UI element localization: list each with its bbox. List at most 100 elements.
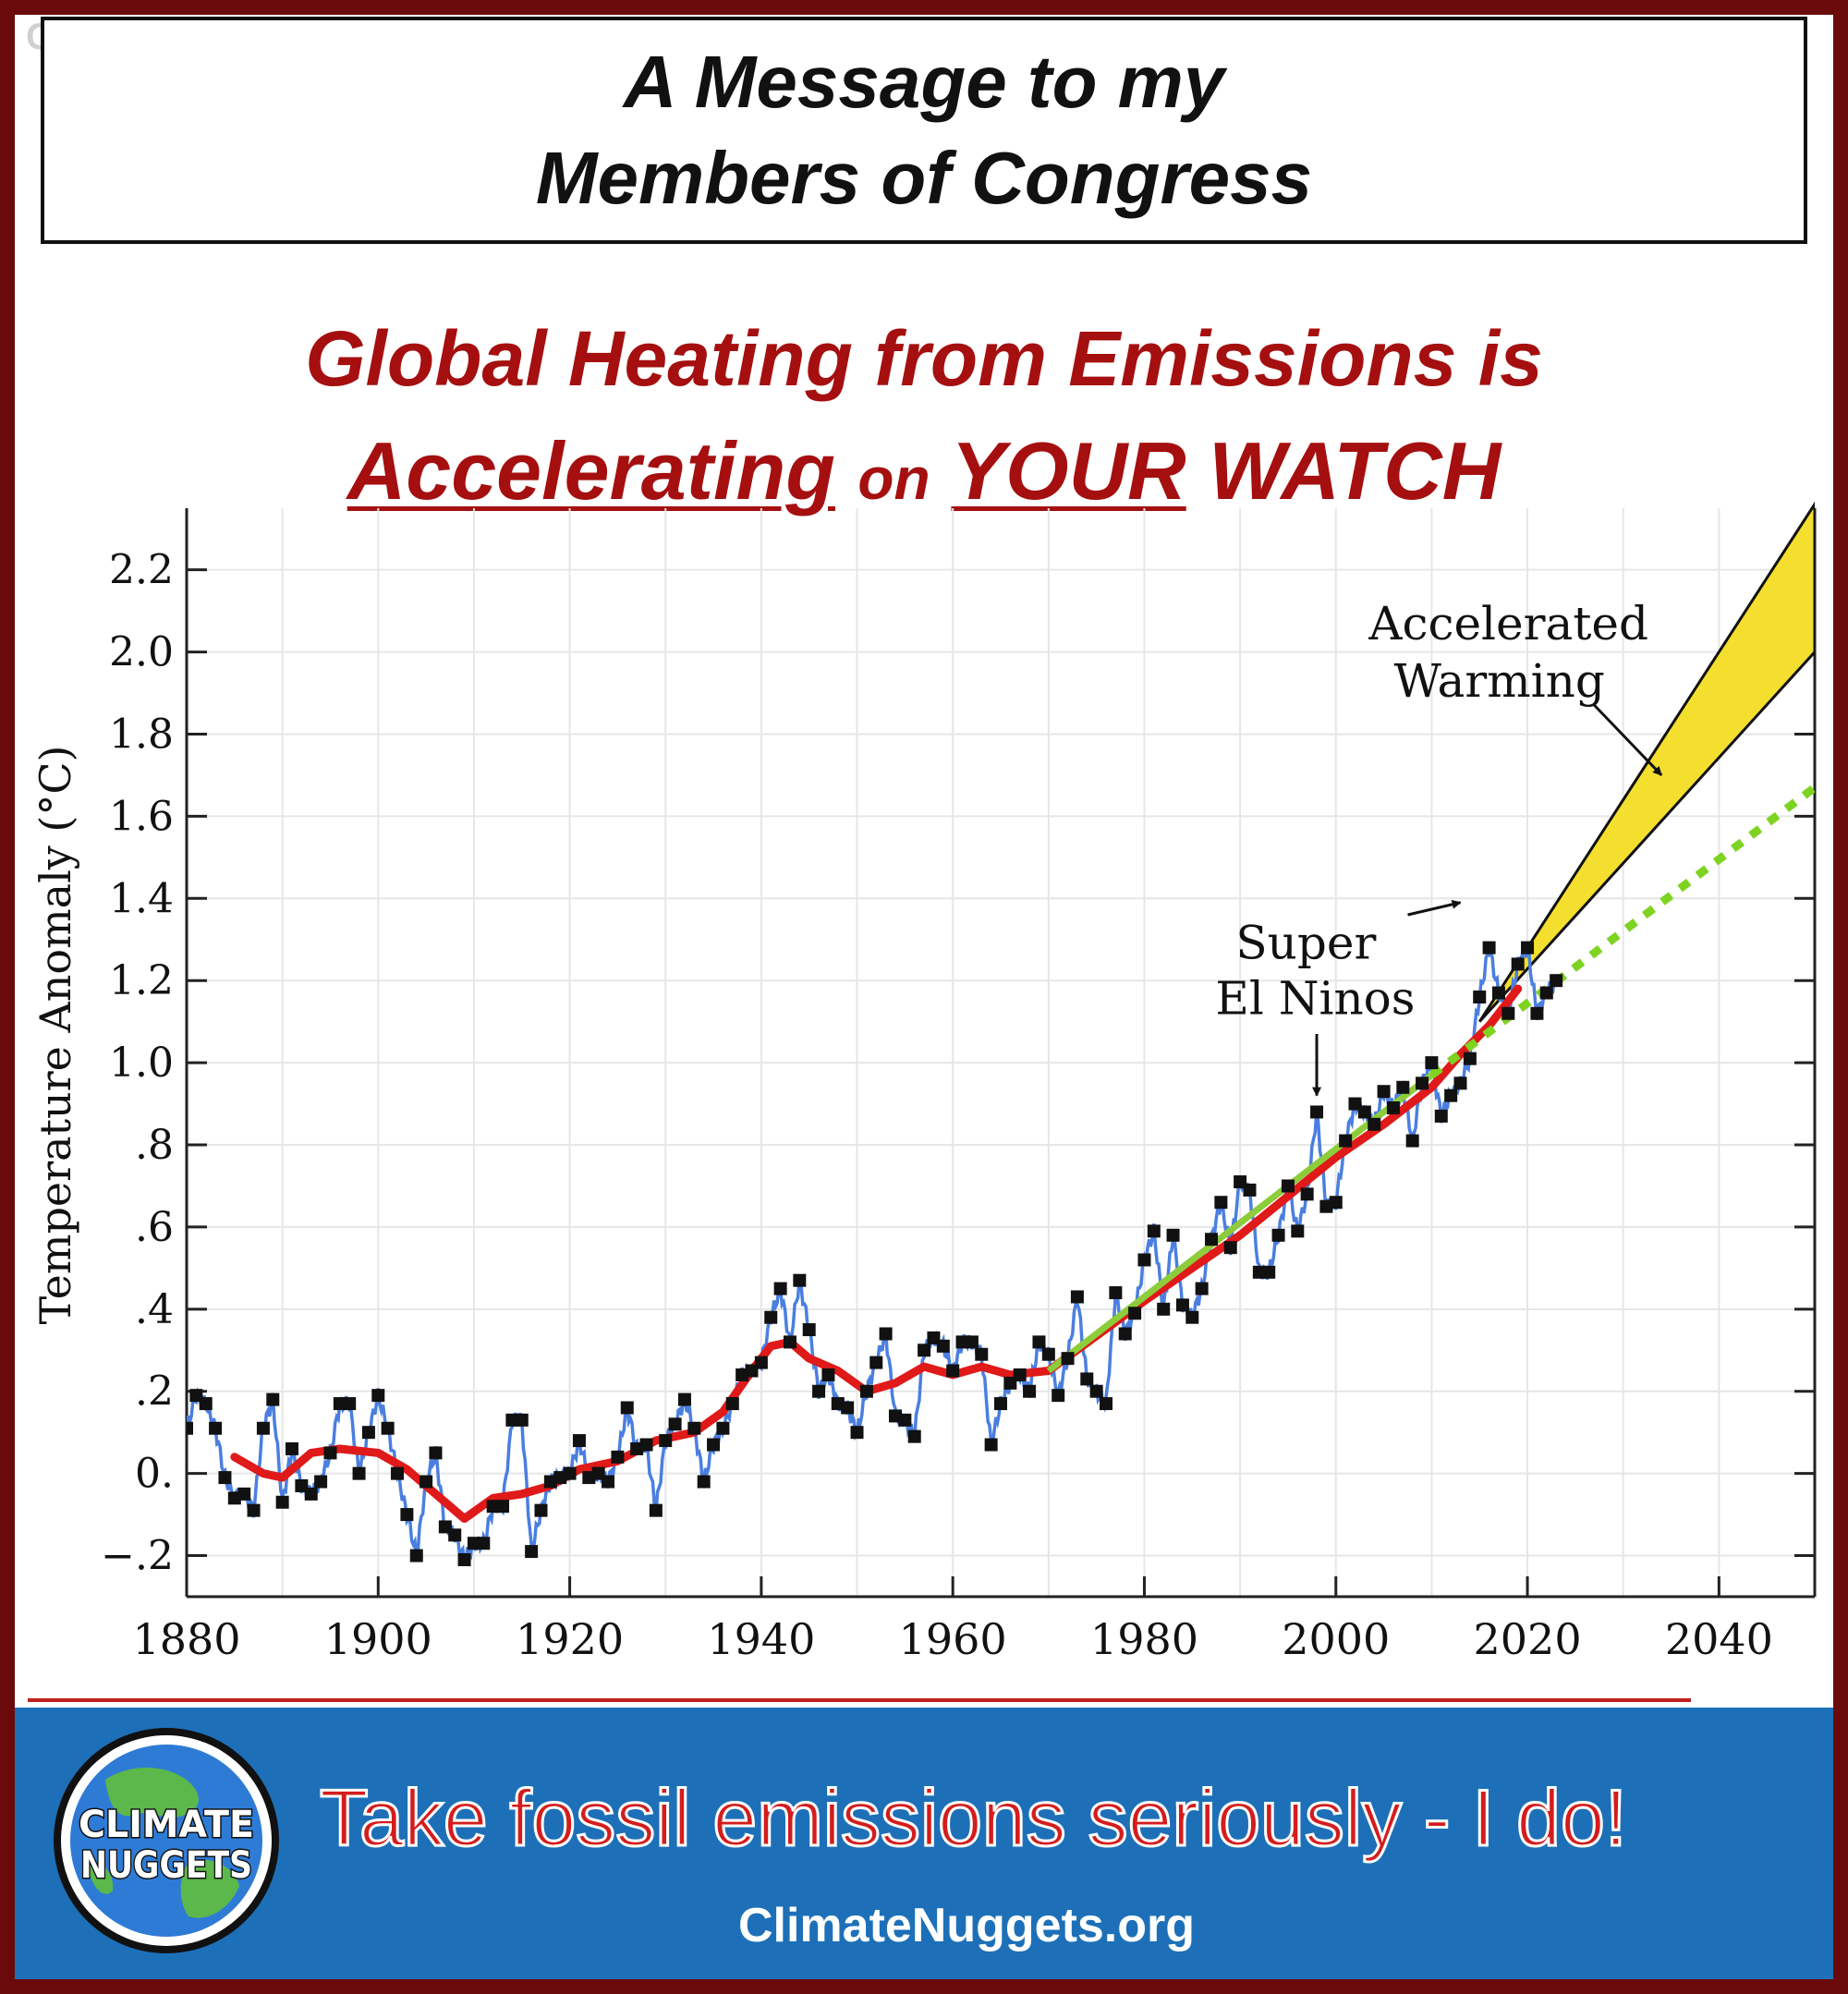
annual-data-point xyxy=(1530,1006,1544,1020)
headline-accelerating: Accelerating xyxy=(346,425,835,517)
annual-data-point xyxy=(1080,1372,1094,1386)
message-line-2: Members of Congress xyxy=(535,137,1313,219)
site-url[interactable]: ClimateNuggets.org xyxy=(737,1899,1196,1952)
annual-data-point xyxy=(1109,1286,1123,1300)
y-tick-label: 1.0 xyxy=(109,1040,174,1087)
y-tick-label: .8 xyxy=(135,1122,174,1169)
annual-data-point xyxy=(1377,1085,1391,1099)
annual-data-point xyxy=(1243,1183,1257,1197)
annual-data-point xyxy=(1521,941,1535,954)
headline-on: on xyxy=(857,445,930,512)
y-tick-label: −.2 xyxy=(101,1533,174,1580)
annual-data-point xyxy=(1205,1233,1219,1246)
annual-data-point xyxy=(247,1503,261,1517)
annual-data-point xyxy=(448,1528,462,1542)
x-tick-label: 1900 xyxy=(324,1614,432,1664)
annual-data-point xyxy=(1300,1187,1314,1201)
annual-data-point xyxy=(1118,1327,1132,1341)
annual-data-point xyxy=(1310,1105,1324,1119)
annual-data-point xyxy=(1089,1384,1103,1398)
footer-divider xyxy=(28,1698,1691,1702)
annual-data-point xyxy=(1502,1006,1515,1020)
annual-data-point xyxy=(1013,1368,1027,1381)
annual-data-point xyxy=(754,1356,768,1369)
annual-data-point xyxy=(1368,1117,1381,1131)
annual-data-point xyxy=(237,1487,251,1501)
annual-data-point xyxy=(1214,1196,1228,1210)
annual-data-point xyxy=(1339,1134,1353,1148)
x-tick-label: 1940 xyxy=(707,1614,815,1664)
annual-data-point xyxy=(1041,1347,1055,1361)
annual-data-point xyxy=(1550,974,1563,988)
annual-data-point xyxy=(381,1421,395,1435)
annual-data-point xyxy=(409,1549,423,1562)
annual-data-point xyxy=(266,1392,280,1406)
annual-data-point xyxy=(936,1339,950,1353)
annual-data-point xyxy=(802,1323,816,1337)
y-tick-label: .2 xyxy=(135,1368,174,1416)
axes: −.2 0. .2 .4 .6 .8 1.0 1.2 1.4 1.6 1.8 2.0 2.2 1880 19… xyxy=(101,508,1817,1664)
annotation-super: Super xyxy=(1235,917,1376,970)
annual-data-point xyxy=(1128,1307,1142,1320)
annual-data-point xyxy=(352,1466,366,1480)
annual-data-point xyxy=(323,1446,337,1460)
x-tick-label: 2040 xyxy=(1665,1614,1773,1664)
annual-data-point xyxy=(1329,1196,1343,1210)
message-line-1: A Message to my xyxy=(623,41,1225,123)
logo-text-bottom: NUGGETS xyxy=(80,1844,252,1887)
annual-data-point xyxy=(1100,1397,1113,1411)
annual-data-point xyxy=(1473,990,1487,1003)
y-tick-label: .4 xyxy=(135,1286,174,1333)
annual-data-point xyxy=(1453,1076,1467,1090)
annual-data-point xyxy=(199,1397,213,1411)
logo-text-top: CLIMATE xyxy=(79,1804,254,1846)
annual-data-point xyxy=(984,1438,998,1452)
annual-data-point xyxy=(994,1397,1007,1411)
annual-data-point xyxy=(965,1335,979,1349)
annual-data-point xyxy=(1147,1224,1161,1238)
accelerated-warming-arrow xyxy=(1593,704,1663,776)
annual-data-point xyxy=(218,1471,232,1485)
annual-data-point xyxy=(457,1552,471,1566)
annual-data-point xyxy=(620,1401,634,1415)
annual-data-point xyxy=(1271,1228,1285,1242)
annual-data-point xyxy=(907,1429,921,1443)
annual-data-point xyxy=(1416,1076,1429,1090)
annual-data-point xyxy=(879,1327,893,1341)
annual-data-point xyxy=(400,1508,414,1522)
annual-data-point xyxy=(611,1450,625,1464)
annual-data-point xyxy=(649,1503,663,1517)
smoothed-temperature-line-early xyxy=(230,1337,1053,1524)
annual-data-point xyxy=(286,1441,299,1455)
annual-data-point xyxy=(946,1364,960,1378)
annual-data-point xyxy=(515,1413,529,1427)
annual-data-point xyxy=(1281,1179,1295,1193)
annual-data-point xyxy=(1491,986,1505,1000)
annual-data-point xyxy=(496,1500,510,1514)
annual-data-point xyxy=(1137,1253,1151,1267)
annual-data-point xyxy=(209,1421,223,1435)
annual-data-point xyxy=(361,1426,375,1440)
annual-data-point xyxy=(534,1503,548,1517)
headline-your: YOUR xyxy=(951,425,1186,517)
y-tick-label: 1.2 xyxy=(109,957,174,1004)
annual-data-point xyxy=(1262,1265,1276,1279)
annual-data-point xyxy=(639,1438,653,1452)
annual-data-point xyxy=(764,1310,778,1324)
annual-data-point xyxy=(1386,1101,1400,1115)
x-tick-label: 1880 xyxy=(132,1614,240,1664)
annual-data-point xyxy=(1357,1105,1371,1119)
x-tick-label: 1960 xyxy=(899,1614,1007,1664)
y-tick-label: .6 xyxy=(135,1204,174,1251)
annual-data-point xyxy=(343,1397,357,1411)
annual-data-point xyxy=(697,1475,711,1489)
headline-watch: WATCH xyxy=(1209,425,1502,517)
annual-data-point xyxy=(1061,1352,1075,1366)
annual-data-point xyxy=(918,1344,931,1357)
smoothed-temperature-line-recent xyxy=(1044,984,1523,1376)
annual-data-point xyxy=(391,1466,405,1480)
climate-nuggets-logo: CLIMATE NUGGETS xyxy=(54,1728,279,1953)
x-tick-label: 1920 xyxy=(516,1614,624,1664)
annual-data-point xyxy=(1032,1335,1046,1349)
